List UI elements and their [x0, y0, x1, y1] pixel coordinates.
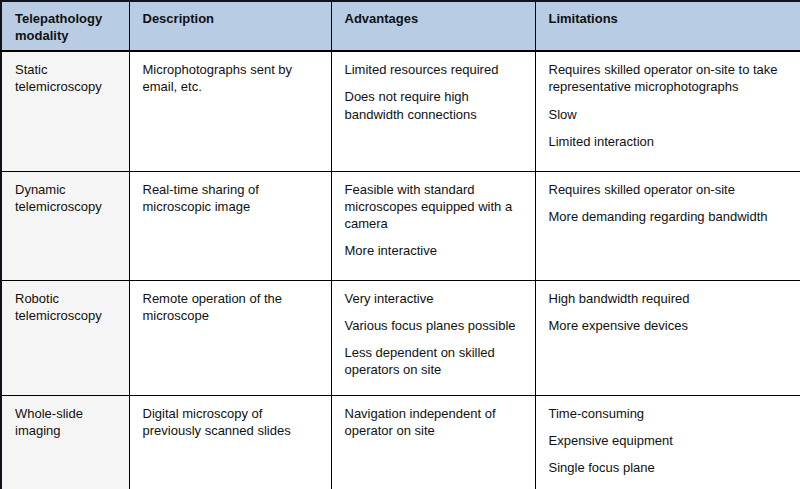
modality-label: Robotic telemicroscopy	[15, 290, 117, 324]
advantages-cell: Navigation independent of operator on si…	[331, 395, 535, 489]
limitations-cell: Requires skilled operator on-site to tak…	[535, 51, 800, 171]
telepathology-modality-table: Telepathology modalityDescriptionAdvanta…	[0, 0, 800, 489]
column-header: Limitations	[535, 1, 800, 51]
modality-label: Whole-slide imaging	[15, 405, 117, 439]
cell-paragraph: Single focus plane	[549, 459, 789, 476]
description-cell: Real-time sharing of microscopic image	[129, 171, 331, 280]
description-cell: Digital microscopy of previously scanned…	[129, 395, 331, 489]
cell-paragraph: Less dependent on skilled operators on s…	[345, 344, 523, 378]
cell-paragraph: Digital microscopy of previously scanned…	[143, 405, 319, 439]
cell-paragraph: Requires skilled operator on-site	[549, 181, 789, 198]
cell-paragraph: Time-consuming	[549, 405, 789, 422]
description-cell: Microphotographs sent by email, etc.	[129, 51, 331, 171]
table-header: Telepathology modalityDescriptionAdvanta…	[1, 1, 800, 51]
modality-cell: Robotic telemicroscopy	[1, 280, 129, 395]
column-header: Advantages	[331, 1, 535, 51]
cell-paragraph: More expensive devices	[549, 317, 789, 334]
cell-paragraph: Microphotographs sent by email, etc.	[143, 61, 319, 95]
cell-paragraph: Limited interaction	[549, 133, 789, 150]
limitations-cell: Time-consuming Expensive equipment Single …	[535, 395, 800, 489]
cell-paragraph: Navigation independent of operator on si…	[345, 405, 523, 439]
advantages-cell: Limited resources required Does not requi…	[331, 51, 535, 171]
cell-paragraph: Real-time sharing of microscopic image	[143, 181, 319, 215]
cell-paragraph: Expensive equipment	[549, 432, 789, 449]
modality-cell: Static telemicroscopy	[1, 51, 129, 171]
table-row: Static telemicroscopy Microphotographs se…	[1, 51, 800, 171]
cell-paragraph: Limited resources required	[345, 61, 523, 78]
cell-paragraph: Very interactive	[345, 290, 523, 307]
table-row: Robotic telemicroscopy Remote operation o…	[1, 280, 800, 395]
cell-paragraph: Feasible with standard microscopes equip…	[345, 181, 523, 232]
column-header: Description	[129, 1, 331, 51]
modality-label: Dynamic telemicroscopy	[15, 181, 117, 215]
column-header: Telepathology modality	[1, 1, 129, 51]
cell-paragraph: High bandwidth required	[549, 290, 789, 307]
cell-paragraph: Requires skilled operator on-site to tak…	[549, 61, 789, 95]
advantages-cell: Very interactive Various focus planes pos…	[331, 280, 535, 395]
limitations-cell: Requires skilled operator on-site More de…	[535, 171, 800, 280]
modality-cell: Whole-slide imaging	[1, 395, 129, 489]
cell-paragraph: More interactive	[345, 242, 523, 259]
advantages-cell: Feasible with standard microscopes equip…	[331, 171, 535, 280]
table-row: Dynamic telemicroscopy Real-time sharing …	[1, 171, 800, 280]
table-row: Whole-slide imaging Digital microscopy of…	[1, 395, 800, 489]
cell-paragraph: Does not require high bandwidth connecti…	[345, 88, 523, 122]
cell-paragraph: Slow	[549, 106, 789, 123]
header-row: Telepathology modalityDescriptionAdvanta…	[1, 1, 800, 51]
table-body: Static telemicroscopy Microphotographs se…	[1, 51, 800, 489]
cell-paragraph: Various focus planes possible	[345, 317, 523, 334]
modality-label: Static telemicroscopy	[15, 61, 117, 95]
modality-cell: Dynamic telemicroscopy	[1, 171, 129, 280]
cell-paragraph: More demanding regarding bandwidth	[549, 208, 789, 225]
cell-paragraph: Remote operation of the microscope	[143, 290, 319, 324]
description-cell: Remote operation of the microscope	[129, 280, 331, 395]
limitations-cell: High bandwidth required More expensive de…	[535, 280, 800, 395]
